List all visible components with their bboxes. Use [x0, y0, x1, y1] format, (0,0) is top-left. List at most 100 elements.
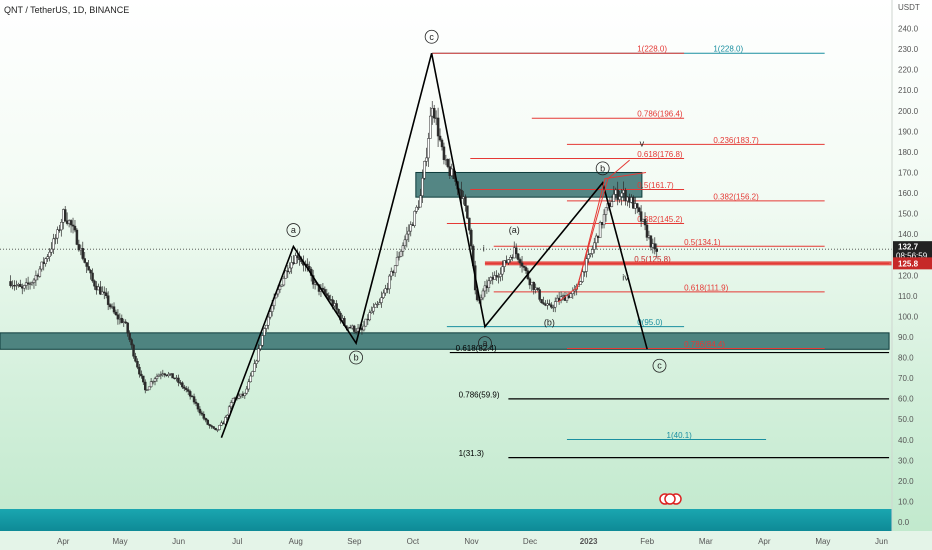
currency-label: USDT — [898, 3, 920, 12]
candle-body — [286, 270, 290, 273]
candle-body — [89, 269, 92, 274]
candle-body — [380, 297, 383, 303]
candle-body — [536, 287, 539, 290]
candle-body — [655, 248, 658, 252]
candle-body — [93, 280, 96, 287]
candle-body — [347, 327, 350, 329]
candle-body — [411, 224, 414, 226]
candle-body — [190, 395, 194, 398]
supply-demand-zone — [0, 332, 890, 350]
bottom-band — [0, 509, 892, 531]
candle-body — [503, 260, 506, 267]
candle-body — [538, 289, 541, 300]
time-tick-label: May — [113, 537, 128, 546]
candle-body — [313, 282, 317, 285]
candle-body — [542, 302, 545, 305]
candle-body — [530, 281, 534, 286]
candle-body — [229, 402, 233, 408]
candle-body — [204, 418, 208, 421]
candle-body — [122, 321, 126, 323]
candle-body — [333, 303, 336, 307]
time-tick-label: Nov — [464, 537, 478, 546]
candle-body — [470, 229, 473, 247]
candle-body — [509, 257, 512, 260]
candle-body — [40, 261, 44, 270]
candle-body — [614, 189, 618, 195]
candle-body — [622, 190, 625, 194]
candle-body — [432, 107, 436, 119]
time-axis[interactable]: Apr May Jun Jul Aug Sep Oct Nov Dec 2023 Feb Mar Apr… — [57, 537, 888, 546]
candle-body — [427, 138, 430, 159]
candle-body — [360, 327, 364, 331]
candle-body — [95, 285, 98, 291]
candle-body — [173, 377, 176, 380]
candle-body — [569, 293, 573, 298]
candle-body — [520, 262, 524, 267]
candle-body — [167, 373, 170, 376]
candle-body — [200, 412, 204, 415]
price-tick-label: 150.0 — [898, 210, 919, 219]
candle-body — [79, 248, 83, 251]
candle-body — [112, 306, 116, 313]
candle-body — [196, 403, 200, 410]
candle-body — [108, 304, 112, 308]
level-label: 0.5(125.8) — [634, 255, 671, 264]
candle-body — [296, 255, 299, 259]
candle-body — [505, 260, 508, 264]
candle-body — [54, 237, 57, 240]
candle-body — [616, 189, 619, 200]
wave-label: c — [429, 32, 434, 42]
chart-title: QNT / TetherUS, 1D, BINANCE — [4, 5, 129, 15]
candle-body — [485, 285, 489, 288]
candle-body — [247, 381, 250, 390]
current-price-value: 132.7 — [898, 243, 919, 252]
candle-body — [429, 115, 432, 139]
wave-label-circle — [652, 358, 667, 373]
fib-level-label: 0.618(111.9) — [684, 283, 729, 292]
candle-body — [216, 429, 219, 431]
candle-body — [497, 276, 500, 278]
wave-label: v — [640, 139, 645, 149]
candle-body — [202, 413, 206, 419]
candle-body — [19, 284, 22, 287]
candle-body — [337, 309, 340, 314]
wave-label: a — [291, 225, 296, 235]
time-tick-label: Apr — [758, 537, 771, 546]
candle-body — [73, 225, 77, 231]
candle-body — [9, 281, 12, 286]
candle-body — [87, 266, 90, 271]
wave-label: a — [482, 338, 487, 348]
candle-body — [210, 425, 213, 427]
candle-body — [511, 257, 514, 259]
candle-body — [118, 317, 122, 320]
candle-body — [448, 166, 452, 176]
price-tick-label: 20.0 — [898, 477, 914, 486]
candle-body — [522, 265, 526, 268]
waves-layer — [220, 53, 648, 438]
candle-body — [83, 258, 86, 263]
price-tick-label: 140.0 — [898, 230, 919, 239]
price-tick-label: 230.0 — [898, 45, 919, 54]
candle-body — [192, 396, 196, 403]
candle-body — [17, 284, 20, 286]
candle-body — [370, 310, 373, 313]
candle-body — [409, 224, 413, 232]
candle-body — [368, 312, 372, 321]
fib-level-label: 0.5(161.7) — [637, 181, 674, 190]
candle-body — [630, 197, 633, 203]
time-tick-label: Dec — [523, 537, 537, 546]
candle-body — [69, 220, 73, 226]
candle-body — [596, 235, 600, 238]
price-tick-label: 0.0 — [898, 518, 910, 527]
candle-body — [581, 271, 584, 282]
candle-body — [366, 318, 370, 321]
candle-body — [116, 314, 120, 320]
price-tick-label: 190.0 — [898, 127, 919, 136]
candle-body — [327, 295, 331, 300]
candle-body — [499, 273, 502, 277]
candle-body — [561, 295, 565, 297]
candle-body — [624, 190, 627, 202]
